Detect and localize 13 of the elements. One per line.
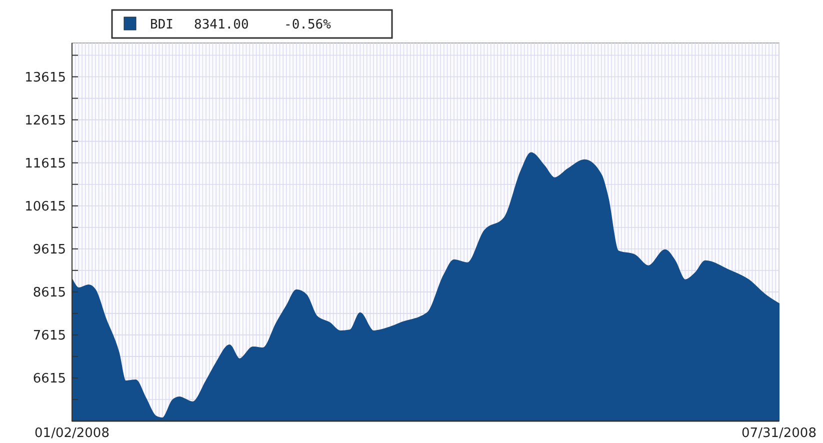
y-tick-label: 7615 [32,328,66,344]
y-tick-label: 10615 [24,199,66,214]
y-tick-label: 12615 [24,113,66,128]
y-tick-label: 6615 [32,372,66,387]
x-tick-label: 07/31/2008 [742,426,816,441]
y-tick-label: 9615 [32,242,66,258]
text: -0.56% [284,18,332,33]
x-tick-label: 01/02/2008 [34,426,110,441]
legend-label: BDI [150,18,174,33]
y-tick-label: 8615 [32,285,66,300]
text: 8341.00 [194,18,249,33]
y-tick-label: 11615 [24,156,66,172]
y-tick-label: 13615 [24,70,66,86]
